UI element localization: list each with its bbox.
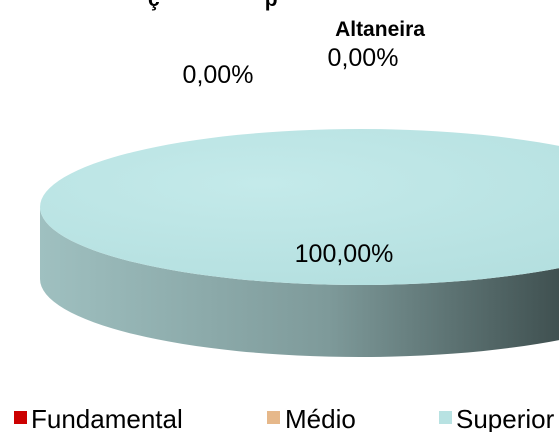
legend: Fundamental Médio Superior — [14, 404, 555, 432]
legend-swatch-fundamental — [14, 411, 27, 424]
legend-swatch-superior — [439, 411, 452, 424]
data-label-superior: 100,00% — [295, 240, 394, 268]
data-label-medio: 0,00% — [328, 44, 399, 72]
legend-item-medio: Médio — [267, 404, 356, 432]
data-label-fundamental: 0,00% — [183, 61, 254, 89]
legend-label-superior: Superior — [456, 404, 555, 432]
legend-item-fundamental: Fundamental — [14, 404, 183, 432]
pie-slice-superior-side — [40, 207, 559, 357]
legend-item-superior: Superior — [439, 404, 555, 432]
legend-swatch-medio — [267, 411, 280, 424]
legend-label-medio: Médio — [285, 404, 356, 432]
chart-title: Altaneira — [335, 18, 425, 41]
pie-slice-superior — [40, 129, 559, 285]
chart-title-partial: ç p — [148, 0, 278, 11]
legend-label-fundamental: Fundamental — [31, 404, 183, 432]
